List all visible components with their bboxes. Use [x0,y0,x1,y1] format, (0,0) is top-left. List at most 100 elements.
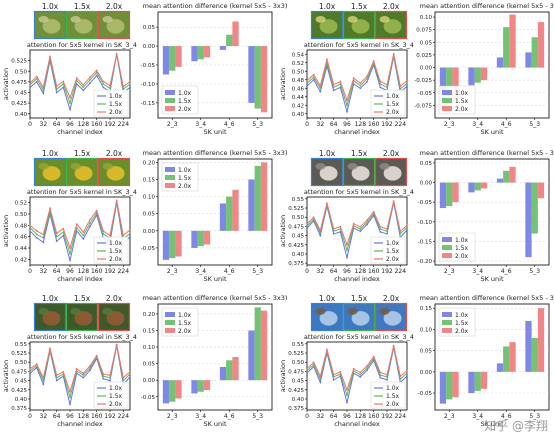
data-point [306,367,308,370]
data-point [379,80,382,83]
data-point [366,75,368,78]
thumbnail-frame [342,10,376,40]
data-point [319,375,322,378]
data-point [29,82,31,85]
bar-1.5x [226,360,233,381]
scale-label: 2.0x [383,294,400,303]
x-axis-label: channel index [57,128,103,136]
legend-label: 2.0x [386,109,400,116]
y-tick-label: -0.05 [141,395,156,401]
data-point [82,376,85,379]
thumbnail-subject [351,166,370,181]
scale-label: 1.5x [351,2,368,11]
data-point [82,234,85,237]
bar-2.0x [175,380,182,399]
y-tick-label: 0.075 [416,28,432,34]
data-point [359,373,362,376]
y-tick-label: 0.46 [15,235,28,241]
series-line-2.0x [306,200,408,247]
legend-label: 1.5x [109,101,123,108]
x-tick-label: 160 [368,268,380,275]
y-tick-label: -0.15 [141,101,156,107]
x-axis-label: SK unit [203,275,226,283]
bar-1.0x [248,179,255,231]
bar-chart-title: mean attention difference (kernel 5x5 - … [420,149,554,157]
y-tick-label: 0.52 [292,61,304,67]
data-point [102,83,105,85]
x-tick-label: 32 [40,121,48,128]
y-tick-label: 0.025 [416,53,432,59]
bar-2.0x [452,371,459,398]
data-point [306,372,308,375]
data-point [102,80,105,83]
data-point [379,83,382,85]
data-point [35,363,38,365]
data-point [366,369,368,372]
scale-label: 1.5x [351,294,368,303]
bar-1.5x [474,67,481,83]
data-point [122,379,125,382]
bar-1.0x [468,371,475,394]
data-point [102,232,105,235]
y-tick-label: 0.425 [288,243,304,249]
data-point [55,374,58,376]
y-tick-label: 0.425 [11,101,27,107]
x-tick-label: 4_6 [224,413,235,420]
data-point [406,229,408,231]
data-point [366,78,368,80]
x-tick-label: 96 [343,413,351,420]
bar-1.0x [191,46,198,62]
x-tick-label: 2_3 [167,268,178,275]
x-tick-label: 4_6 [501,121,512,128]
x-tick-label: 32 [40,268,48,275]
x-axis-label: channel index [334,275,380,283]
data-point [89,82,91,85]
thumbnail-detail [315,16,326,23]
legend-label: 1.5x [455,98,469,105]
y-tick-label: -0.15 [418,239,433,245]
x-tick-label: 4_6 [501,413,512,420]
data-point [332,228,335,230]
data-point [69,102,71,105]
x-tick-label: 0 [305,268,309,275]
x-tick-label: 128 [355,121,367,128]
x-tick-label: 64 [330,268,338,275]
y-tick-label: 0.20 [143,312,156,318]
bar-1.0x [219,203,227,231]
bar-2.0x [537,182,545,199]
data-point [399,232,402,235]
thumbnail-subject [319,311,338,326]
legend-label: 1.0x [386,385,400,392]
x-tick-label: 96 [343,121,351,128]
data-point [332,83,335,86]
x-tick-label: 32 [317,268,325,275]
data-point [69,247,71,249]
x-tick-label: 64 [330,121,338,128]
bar-1.0x [496,178,504,183]
x-tick-label: 128 [355,413,367,420]
legend-label: 1.0x [178,167,192,174]
x-tick-label: 0 [28,121,32,128]
data-point [55,91,58,94]
x-tick-label: 3_4 [195,413,206,420]
y-tick-label: 0.525 [288,206,304,212]
bar-2.0x [537,22,545,68]
data-point [406,82,408,85]
bar-2.0x [232,189,239,231]
x-tick-label: 5_3 [252,268,263,275]
data-point [386,376,388,378]
bar-2.0x [480,67,488,81]
bar-chart-title: mean attention difference (kernel 5x5 - … [143,294,288,302]
bar-2.0x [203,46,211,58]
legend-swatch [165,183,175,188]
bar-2.0x [260,310,268,381]
data-point [332,232,335,235]
data-point [346,243,348,246]
legend-label: 1.0x [455,237,469,244]
legend-swatch [442,312,452,317]
legend-swatch [165,106,175,111]
data-point [89,364,91,367]
legend-label: 1.5x [386,248,400,255]
bar-1.0x [219,46,227,50]
bar-1.5x [254,165,261,231]
